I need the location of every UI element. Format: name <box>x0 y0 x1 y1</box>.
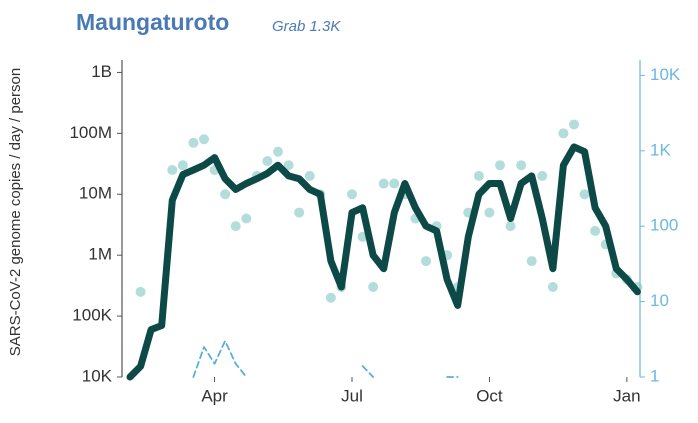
point <box>304 170 315 181</box>
x-tick-label: Jul <box>341 386 363 405</box>
point <box>220 189 231 200</box>
point <box>579 189 590 200</box>
y-tick-label: 10M <box>79 184 112 203</box>
point <box>167 165 178 176</box>
point <box>526 256 537 267</box>
y-tick-label: 100K <box>72 306 112 325</box>
x-tick-label: Oct <box>476 386 503 405</box>
y-tick-label: 1M <box>88 245 112 264</box>
point <box>188 137 199 148</box>
point <box>378 178 389 189</box>
point <box>537 170 548 181</box>
point <box>241 213 252 224</box>
point <box>294 207 305 218</box>
point <box>262 156 273 167</box>
point <box>590 225 601 236</box>
point <box>325 292 336 303</box>
point <box>135 286 146 297</box>
wastewater-line <box>126 143 641 381</box>
chart-subtitle: Grab 1.3K <box>272 18 341 35</box>
point <box>495 160 505 171</box>
y2-tick-label: 1K <box>650 140 671 159</box>
y-tick-label: 100M <box>69 123 112 142</box>
y2-tick-label: 10K <box>650 65 681 84</box>
x-tick-label: Jan <box>613 386 640 405</box>
y-tick-label: 1B <box>91 62 112 81</box>
y2-tick-label: 1 <box>650 366 659 385</box>
x-tick-label: Apr <box>201 386 228 405</box>
y-tick-label: 10K <box>82 366 113 385</box>
point <box>516 160 527 171</box>
point <box>230 221 241 232</box>
point <box>421 256 431 267</box>
point <box>273 146 283 157</box>
cases-line <box>192 340 459 378</box>
point <box>547 282 558 293</box>
point <box>347 189 357 200</box>
y2-tick-label: 10 <box>650 291 669 310</box>
point <box>484 207 495 218</box>
chart-title: Maungaturoto <box>76 9 229 35</box>
point <box>199 134 209 145</box>
point <box>368 282 379 293</box>
y-axis-label: SARS-CoV-2 genome copies / day / person <box>7 68 24 357</box>
y2-tick-label: 100 <box>650 216 678 235</box>
point <box>473 170 484 181</box>
point <box>389 178 400 189</box>
point <box>177 160 188 171</box>
point <box>283 160 294 171</box>
point <box>558 128 569 139</box>
point <box>569 119 579 130</box>
point <box>505 221 516 232</box>
